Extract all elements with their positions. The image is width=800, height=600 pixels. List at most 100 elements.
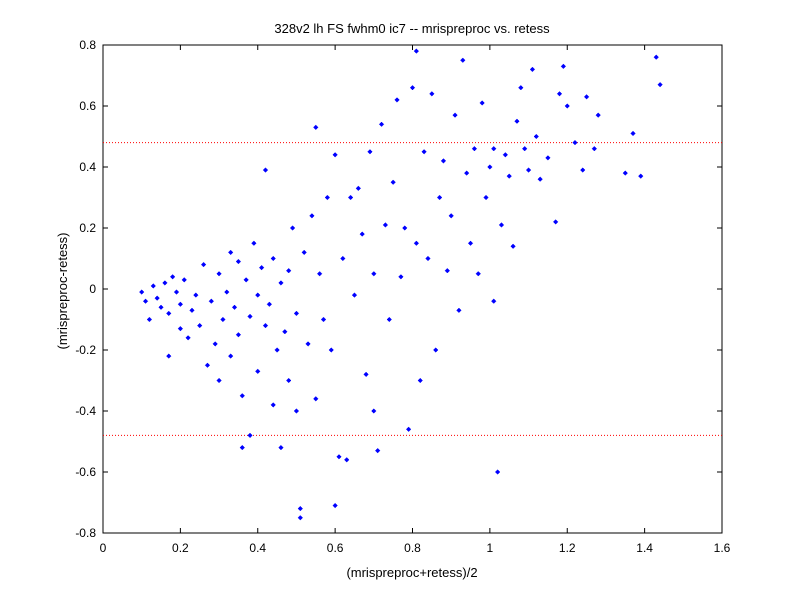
data-point xyxy=(189,307,195,314)
data-point xyxy=(262,167,269,173)
data-point xyxy=(452,112,458,118)
data-point xyxy=(417,377,423,384)
data-point xyxy=(572,139,578,146)
data-point xyxy=(595,112,601,118)
data-point xyxy=(491,146,497,152)
data-point xyxy=(193,292,199,298)
y-tick-label: -0.2 xyxy=(75,343,96,357)
x-axis-label: (mrispreproc+retess)/2 xyxy=(346,565,477,580)
data-point xyxy=(247,432,253,439)
data-point xyxy=(436,194,443,201)
data-point xyxy=(522,146,528,152)
data-point xyxy=(332,502,338,509)
data-point xyxy=(235,332,242,338)
x-tick-label: 1.2 xyxy=(559,541,576,555)
data-point xyxy=(421,149,427,155)
y-tick-label: 0.2 xyxy=(79,221,96,235)
data-point xyxy=(177,325,184,332)
data-point xyxy=(286,377,292,384)
y-tick-label: -0.8 xyxy=(75,526,96,540)
data-point xyxy=(328,347,334,353)
data-point xyxy=(371,408,377,414)
data-point xyxy=(266,301,273,307)
data-point xyxy=(394,97,400,103)
data-point xyxy=(537,176,543,182)
data-point xyxy=(510,243,516,249)
data-point xyxy=(212,341,218,347)
data-point xyxy=(440,158,447,164)
data-point xyxy=(425,255,431,262)
data-point xyxy=(514,118,520,124)
data-point xyxy=(270,402,276,408)
data-point xyxy=(270,255,276,262)
data-point xyxy=(464,170,470,176)
data-point xyxy=(166,353,172,359)
data-point xyxy=(332,152,338,158)
y-tick-label: 0 xyxy=(89,282,96,296)
data-point xyxy=(293,408,300,414)
data-point xyxy=(518,85,524,91)
data-point xyxy=(200,261,207,268)
data-point xyxy=(471,146,478,152)
data-point xyxy=(231,304,238,310)
data-point xyxy=(506,173,512,179)
data-point xyxy=(251,240,257,246)
data-point xyxy=(390,179,396,185)
data-point xyxy=(487,164,493,170)
data-point xyxy=(301,249,307,256)
data-point xyxy=(448,213,454,219)
data-point xyxy=(139,289,145,295)
x-tick-label: 0 xyxy=(100,541,107,555)
data-point xyxy=(344,457,350,463)
data-point xyxy=(413,48,420,54)
plot-area: 0 0.2 0.4 0.6 0.8 1 1.2 1.4 1.6 -0.8 -0.6 -0.4 -0.2 0… xyxy=(75,38,730,555)
data-point xyxy=(444,268,450,274)
data-point xyxy=(228,249,234,256)
data-point xyxy=(491,298,497,304)
data-point xyxy=(580,167,586,173)
data-point xyxy=(371,271,377,277)
data-point xyxy=(297,515,303,521)
data-point xyxy=(309,213,315,219)
y-tick-label: -0.6 xyxy=(75,465,96,479)
data-point xyxy=(313,124,319,131)
data-point xyxy=(220,316,226,323)
data-point xyxy=(293,310,300,317)
data-point xyxy=(224,289,230,295)
data-point xyxy=(529,66,536,73)
data-point xyxy=(560,63,567,70)
data-point xyxy=(247,313,253,320)
data-point xyxy=(289,225,296,231)
data-point xyxy=(378,121,385,127)
data-point xyxy=(146,316,153,323)
y-axis-label: (mrispreproc-retess) xyxy=(55,232,70,349)
data-point xyxy=(216,377,222,384)
data-point xyxy=(255,292,261,298)
data-point xyxy=(556,91,563,97)
data-point xyxy=(282,329,288,335)
data-point xyxy=(324,194,331,201)
data-point xyxy=(262,322,269,329)
data-point xyxy=(456,307,462,314)
data-point xyxy=(409,85,416,91)
x-tick-label: 1.6 xyxy=(714,541,731,555)
data-point xyxy=(181,277,187,283)
y-tick-label: 0.4 xyxy=(79,160,96,174)
data-point xyxy=(274,347,280,353)
data-point xyxy=(316,271,323,277)
data-point xyxy=(278,280,284,286)
data-point xyxy=(622,170,628,176)
data-point xyxy=(204,362,211,368)
data-point xyxy=(278,444,284,451)
data-point xyxy=(239,444,245,451)
data-point xyxy=(479,100,485,106)
x-tick-label: 0.8 xyxy=(404,541,421,555)
y-tick-label: -0.4 xyxy=(75,404,96,418)
data-point xyxy=(402,225,408,231)
data-point xyxy=(498,222,505,228)
data-point xyxy=(564,103,570,109)
data-point xyxy=(413,240,420,246)
data-point xyxy=(169,274,176,280)
data-point xyxy=(142,298,149,304)
